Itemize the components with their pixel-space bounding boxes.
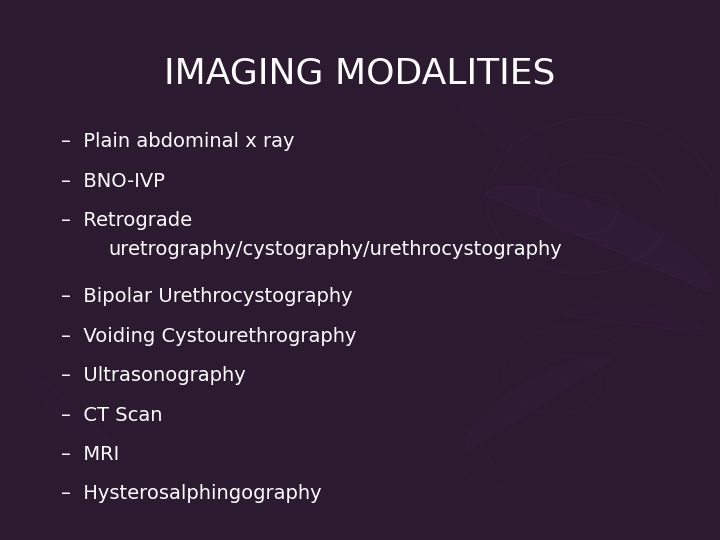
- Text: –  MRI: – MRI: [61, 445, 120, 464]
- Text: uretrography/cystography/urethrocystography: uretrography/cystography/urethrocystogra…: [108, 240, 562, 259]
- Text: –  Plain abdominal x ray: – Plain abdominal x ray: [61, 132, 294, 151]
- Polygon shape: [465, 356, 612, 450]
- Text: –  Voiding Cystourethrography: – Voiding Cystourethrography: [61, 327, 356, 346]
- Text: –  Hysterosalphingography: – Hysterosalphingography: [61, 484, 322, 503]
- Polygon shape: [563, 303, 705, 333]
- Text: IMAGING MODALITIES: IMAGING MODALITIES: [164, 57, 556, 91]
- Text: –  BNO-IVP: – BNO-IVP: [61, 172, 165, 191]
- Text: –  Bipolar Urethrocystography: – Bipolar Urethrocystography: [61, 287, 353, 306]
- Polygon shape: [27, 368, 114, 444]
- Text: –  Retrograde: – Retrograde: [61, 211, 192, 230]
- Polygon shape: [485, 186, 712, 292]
- Text: –  CT Scan: – CT Scan: [61, 406, 163, 424]
- Text: –  Ultrasonography: – Ultrasonography: [61, 366, 246, 385]
- Polygon shape: [425, 75, 559, 193]
